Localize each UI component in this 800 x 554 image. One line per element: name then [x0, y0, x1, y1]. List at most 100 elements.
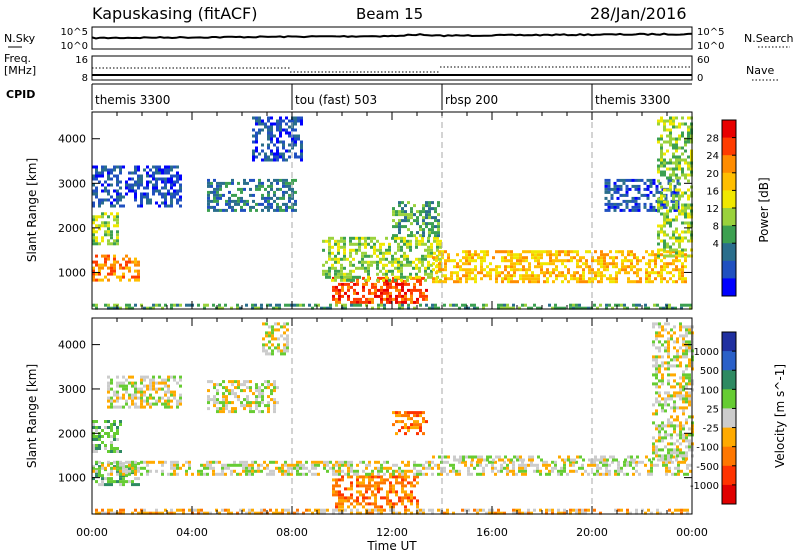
data-cell: [344, 306, 347, 310]
data-cell: [534, 250, 537, 254]
data-cell: [326, 460, 329, 464]
data-cell: [561, 262, 564, 266]
data-cell: [660, 191, 663, 195]
data-cell: [286, 322, 289, 326]
data-cell: [188, 460, 191, 464]
data-cell: [173, 463, 176, 467]
data-cell: [255, 122, 258, 126]
data-cell: [413, 420, 416, 424]
data-cell: [655, 367, 658, 371]
data-cell: [609, 274, 612, 278]
data-cell: [567, 250, 570, 254]
data-cell: [392, 463, 395, 467]
data-cell: [652, 445, 655, 449]
data-cell: [427, 263, 430, 267]
data-cell: [107, 189, 110, 193]
data-cell: [272, 306, 275, 310]
data-cell: [569, 306, 572, 310]
data-cell: [600, 259, 603, 263]
data-cell: [427, 245, 430, 249]
data-cell: [143, 378, 146, 382]
data-cell: [453, 455, 456, 459]
data-cell: [485, 463, 488, 467]
data-cell: [155, 469, 158, 473]
data-cell: [149, 396, 152, 400]
data-cell: [161, 192, 164, 196]
data-cell: [681, 206, 684, 210]
data-cell: [131, 177, 134, 181]
data-cell: [128, 463, 131, 467]
data-cell: [438, 265, 441, 269]
data-cell: [495, 274, 498, 278]
data-cell: [609, 277, 612, 281]
data-cell: [104, 212, 107, 216]
data-cell: [137, 511, 140, 515]
data-cell: [652, 412, 655, 416]
data-cell: [137, 177, 140, 181]
data-cell: [370, 245, 373, 249]
colorbar-segment: [722, 389, 736, 409]
data-cell: [537, 277, 540, 281]
data-cell: [687, 206, 690, 210]
data-cell: [683, 303, 686, 307]
data-cell: [401, 460, 404, 464]
data-cell: [131, 183, 134, 187]
data-cell: [667, 340, 670, 344]
data-cell: [539, 508, 542, 512]
data-cell: [152, 165, 155, 169]
data-cell: [389, 481, 392, 485]
data-cell: [368, 484, 371, 488]
data-cell: [561, 274, 564, 278]
data-cell: [410, 300, 413, 304]
data-cell: [176, 177, 179, 181]
data-cell: [422, 210, 425, 214]
data-cell: [660, 194, 663, 198]
data-cell: [281, 466, 284, 470]
data-cell: [444, 262, 447, 266]
colorbar-segment: [722, 465, 736, 486]
data-cell: [573, 458, 576, 462]
data-cell: [689, 469, 692, 473]
data-cell: [433, 257, 436, 261]
data-cell: [672, 116, 675, 120]
data-cell: [687, 215, 690, 219]
data-cell: [404, 496, 407, 500]
data-cell: [210, 205, 213, 209]
data-cell: [673, 424, 676, 428]
data-cell: [687, 164, 690, 168]
data-cell: [267, 202, 270, 206]
data-cell: [152, 375, 155, 379]
data-cell: [682, 436, 685, 440]
data-cell: [525, 250, 528, 254]
data-cell: [293, 511, 296, 515]
data-cell: [167, 171, 170, 175]
data-cell: [353, 288, 356, 292]
data-cell: [672, 143, 675, 147]
data-cell: [107, 303, 110, 307]
data-cell: [398, 414, 401, 418]
data-cell: [300, 140, 303, 144]
data-cell: [225, 389, 228, 393]
data-cell: [578, 466, 581, 470]
data-cell: [146, 469, 149, 473]
data-cell: [240, 196, 243, 200]
data-cell: [494, 511, 497, 515]
data-cell: [249, 193, 252, 197]
data-cell: [173, 192, 176, 196]
data-cell: [670, 364, 673, 368]
data-cell: [677, 460, 680, 464]
data-cell: [104, 233, 107, 237]
data-cell: [128, 303, 131, 307]
data-cell: [649, 208, 653, 212]
data-cell: [427, 236, 430, 240]
data-cell: [131, 469, 134, 473]
data-cell: [350, 303, 353, 307]
data-cell: [356, 282, 359, 286]
data-cell: [648, 277, 651, 281]
data-cell: [385, 248, 388, 252]
data-cell: [660, 146, 663, 150]
power-xticks: [91, 112, 693, 309]
data-cell: [255, 404, 258, 408]
data-cell: [119, 192, 122, 196]
data-cell: [270, 202, 273, 206]
